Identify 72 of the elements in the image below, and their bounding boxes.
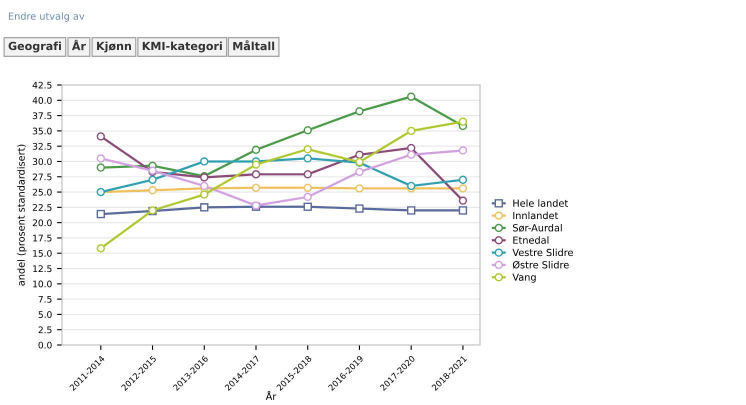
y-tick-label: 0.0 — [38, 342, 52, 349]
point — [252, 184, 260, 192]
point — [304, 184, 312, 192]
y-tick-label: 32.5 — [32, 142, 52, 150]
y-tick-label: 27.5 — [32, 173, 52, 180]
point — [304, 192, 312, 202]
point — [252, 170, 260, 178]
text: Geografi — [8, 42, 61, 52]
text: KMI-kategori — [142, 42, 222, 52]
y-tick-label: 15.0 — [33, 250, 52, 257]
point — [407, 144, 416, 152]
point — [200, 182, 208, 190]
legend-label: Hele landet — [513, 199, 568, 207]
point — [200, 190, 208, 199]
point — [458, 146, 468, 155]
y-tick-label: 37.5 — [32, 112, 52, 120]
legend-label: Innlandet — [513, 212, 558, 220]
legend-label: Sør-Aurdal — [513, 224, 562, 232]
point — [96, 132, 105, 141]
legend-label: Østre Slidre — [512, 260, 569, 269]
legend-label: Vang — [512, 274, 536, 283]
y-tick-label: 42.5 — [32, 82, 52, 89]
point — [355, 184, 364, 193]
text: Kjønn — [97, 42, 132, 52]
point — [407, 206, 416, 215]
point — [458, 206, 468, 215]
point — [96, 244, 105, 253]
y-tick-label: 22.5 — [32, 204, 52, 211]
text: Endre utvalg av — [8, 12, 84, 22]
text: År — [72, 40, 86, 50]
point — [148, 176, 157, 184]
point — [96, 210, 105, 218]
point — [96, 154, 105, 163]
text: Måltall — [233, 40, 274, 50]
y-tick-label: 5.0 — [38, 311, 52, 318]
point — [304, 145, 312, 154]
point — [407, 150, 416, 159]
y-tick-label: 20.0 — [32, 219, 52, 226]
x-axis-title: År — [266, 390, 276, 400]
point — [355, 150, 364, 159]
point — [200, 157, 208, 166]
y-tick-label: 10.0 — [33, 280, 52, 288]
point — [304, 202, 312, 211]
y-tick-label: 2.5 — [38, 326, 52, 334]
point — [304, 170, 312, 178]
point — [148, 186, 157, 194]
y-tick-label: 30.0 — [32, 158, 52, 166]
point — [458, 118, 468, 126]
point — [355, 168, 364, 176]
y-axis-title: andel (prosent standardisert) — [17, 144, 27, 286]
point — [200, 203, 208, 212]
point — [407, 126, 416, 136]
y-tick-label: 25.0 — [32, 188, 52, 196]
point — [304, 126, 312, 134]
point — [355, 107, 364, 116]
y-tick-label: 40.0 — [32, 97, 52, 104]
legend-label: Vestre Slidre — [512, 248, 573, 256]
point — [458, 176, 468, 184]
point — [96, 163, 105, 172]
point — [458, 184, 468, 193]
point — [407, 92, 416, 101]
point — [252, 160, 260, 169]
legend-label: Etnedal — [513, 236, 548, 244]
point — [252, 146, 260, 154]
point — [304, 154, 312, 163]
y-tick-label: 12.5 — [33, 265, 52, 272]
point — [355, 204, 364, 213]
y-tick-label: 7.5 — [38, 296, 52, 303]
point — [458, 196, 468, 205]
point — [407, 182, 416, 190]
y-tick-label: 35.0 — [32, 128, 52, 134]
y-tick-label: 17.5 — [33, 234, 52, 242]
